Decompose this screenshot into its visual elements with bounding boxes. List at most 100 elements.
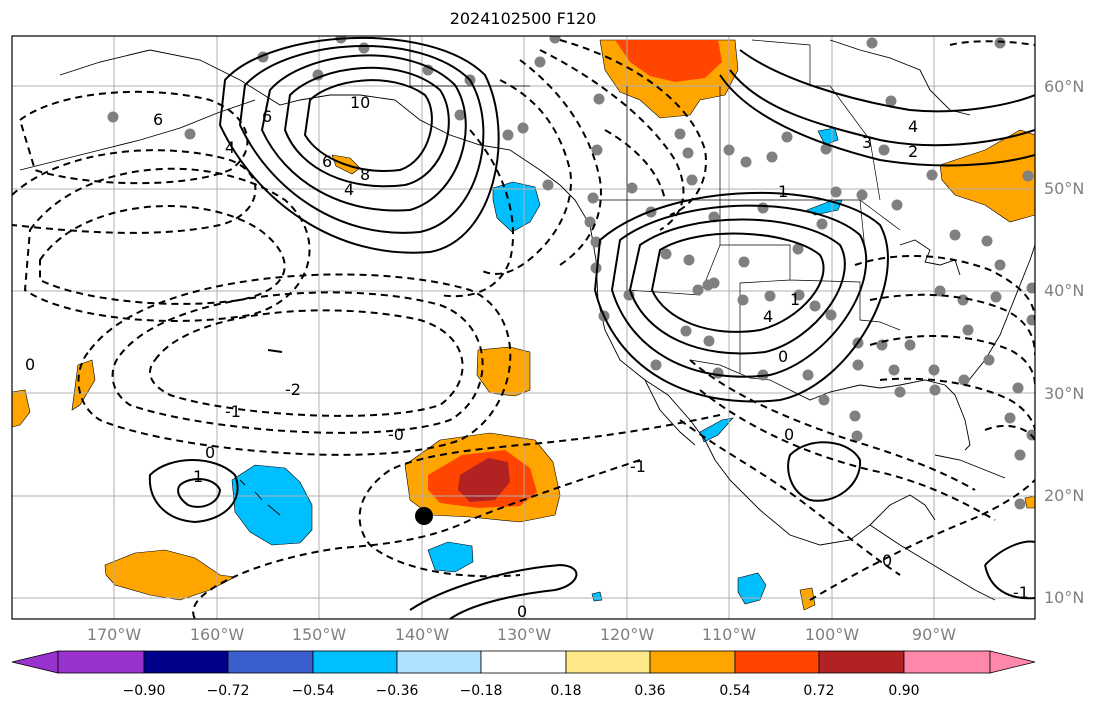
contour-label: 4 xyxy=(908,117,918,136)
aleutian-islands xyxy=(19,99,256,171)
solid-contours xyxy=(148,36,1035,619)
positive-anomaly-region xyxy=(939,129,1035,223)
map-title: 2024102500 F120 xyxy=(449,9,597,28)
contour-label: 1 xyxy=(790,290,800,309)
negative-anomaly-region xyxy=(231,464,313,546)
contour-line xyxy=(679,419,901,576)
colorbar-tick-label: 0.54 xyxy=(719,683,751,699)
colorbar-tick-label: −0.36 xyxy=(375,683,419,699)
contour-line xyxy=(593,191,889,403)
gulf-coast xyxy=(789,379,946,401)
yucatan xyxy=(869,494,936,526)
hudson-bay xyxy=(829,39,971,116)
contour-line xyxy=(18,90,249,185)
contour-label: -1 xyxy=(225,402,241,421)
map-frame xyxy=(11,35,1036,620)
colorbar-tick-label: −0.90 xyxy=(122,683,166,699)
lon-label: 100°W xyxy=(804,625,860,644)
contour-label: 0 xyxy=(784,425,794,444)
contour-line xyxy=(260,54,467,212)
central-america xyxy=(869,524,996,601)
contour-line xyxy=(177,478,222,508)
contour-line xyxy=(879,377,1035,431)
colorbar-segment xyxy=(649,650,736,674)
contour-line xyxy=(984,424,1035,441)
lat-label: 20°N xyxy=(1044,486,1085,505)
alaska-coast xyxy=(59,49,561,186)
contour-label: -2 xyxy=(285,380,301,399)
contour-line xyxy=(559,39,707,216)
lon-label: 90°W xyxy=(911,625,957,644)
contour-line xyxy=(519,59,602,266)
dashed-contours xyxy=(12,39,1035,619)
contour-line xyxy=(787,441,862,502)
lat-label: 10°N xyxy=(1044,588,1085,607)
positive-anomaly-region xyxy=(12,389,31,428)
contour-label: -1 xyxy=(630,457,646,476)
hawaii xyxy=(239,479,281,516)
lat-label: 50°N xyxy=(1044,179,1085,198)
colorbar-tick-label: −0.54 xyxy=(291,683,335,699)
colorbar-low-extension xyxy=(11,650,59,674)
lon-label: 170°W xyxy=(86,625,142,644)
negative-anomaly-region xyxy=(591,591,603,602)
us-mexico-border xyxy=(689,359,791,391)
colorbar-segment xyxy=(480,650,567,674)
contour-label: 4 xyxy=(763,307,773,326)
contour-line xyxy=(12,149,257,234)
negative-anomaly-region xyxy=(427,541,474,573)
contour-line xyxy=(809,479,1035,601)
colorbar-high-extension xyxy=(989,650,1036,674)
contour-label: 0 xyxy=(205,443,215,462)
contour-line xyxy=(238,44,485,234)
contour-label: 0 xyxy=(882,551,892,570)
contour-line xyxy=(303,79,433,172)
contour-label: 6 xyxy=(322,152,332,171)
contour-line xyxy=(218,36,500,254)
colorbar-segment xyxy=(734,650,820,674)
contour-line xyxy=(23,167,311,322)
contour-line xyxy=(604,129,666,201)
contour-line xyxy=(111,291,484,434)
contour-label: 2 xyxy=(908,142,918,161)
contour-label: 3 xyxy=(862,133,872,152)
strongest-positive-anomaly-region xyxy=(458,458,510,502)
contour-label: -1 xyxy=(1013,583,1029,602)
positive-anomaly-region xyxy=(799,587,816,611)
contour-line xyxy=(869,293,1035,356)
colorbar-segment xyxy=(396,650,482,674)
contour-line xyxy=(39,205,286,305)
contour-label: 6 xyxy=(153,110,163,129)
contour-label: 4 xyxy=(344,180,354,199)
contour-line xyxy=(439,129,514,298)
negative-anomaly-region xyxy=(817,127,839,146)
contour-label: 4 xyxy=(225,138,235,157)
contour-label: 6 xyxy=(262,107,272,126)
contour-label: -0 xyxy=(388,425,404,444)
contour-line xyxy=(267,349,283,353)
contour-label: 8 xyxy=(360,165,370,184)
contour-label: 1 xyxy=(193,467,203,486)
contour-line xyxy=(610,204,867,378)
lon-label: 110°W xyxy=(701,625,757,644)
colorbar-segment xyxy=(903,650,991,674)
lat-label: 60°N xyxy=(1044,77,1085,96)
colorbar-tick-label: 0.72 xyxy=(803,683,835,699)
storm-center-marker xyxy=(415,507,433,525)
contour-label: 10 xyxy=(350,93,370,112)
colorbar-tick-label: 0.36 xyxy=(634,683,666,699)
state-borders xyxy=(626,199,901,373)
contour-line xyxy=(984,540,1035,600)
lat-label: 40°N xyxy=(1044,281,1085,300)
contour-line xyxy=(719,74,1035,167)
contour-line xyxy=(409,563,578,619)
contour-line xyxy=(358,414,721,578)
shaded-regions xyxy=(12,39,1035,611)
contour-line xyxy=(729,69,1035,147)
colorbar-tick-label: −0.18 xyxy=(459,683,503,699)
contour-line xyxy=(148,459,239,524)
colorbar-segment xyxy=(227,650,314,674)
mexico-coast xyxy=(729,479,871,546)
contour-line xyxy=(192,459,641,619)
negative-anomaly-region xyxy=(492,181,541,233)
